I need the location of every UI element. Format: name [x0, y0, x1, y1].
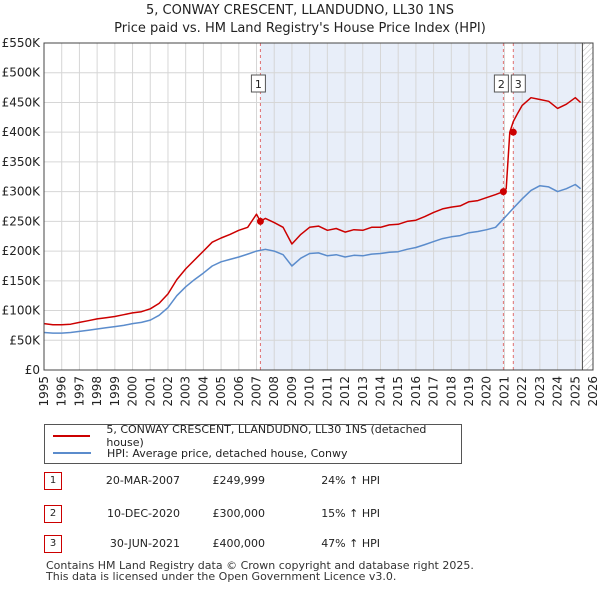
legend-item-hpi: HPI: Average price, detached house, Conw…: [53, 445, 348, 461]
x-tick-label: 1999: [108, 376, 122, 407]
x-tick-label: 2009: [285, 376, 299, 407]
title-line-2: Price paid vs. HM Land Registry's House …: [114, 21, 486, 36]
legend-label-hpi: HPI: Average price, detached house, Conw…: [107, 446, 348, 460]
x-tick-label: 2006: [232, 376, 246, 407]
ownership-shade: [513, 43, 581, 370]
sale-row: 1 20-MAR-2007 £249,999 24% ↑ HPI: [0, 472, 600, 494]
title-line-1: 5, CONWAY CRESCENT, LLANDUDNO, LL30 1NS: [145, 3, 455, 18]
sale-marker-box: [493, 74, 509, 93]
x-tick-label: 2002: [161, 376, 175, 407]
sale-hpi-change: 15% ↑ HPI: [321, 507, 380, 520]
sale-date: 20-MAR-2007: [105, 474, 180, 487]
x-tick-label: 2019: [462, 376, 476, 407]
y-tick-label: £50K: [9, 333, 41, 347]
sale-date: 10-DEC-2020: [106, 507, 180, 520]
sale-marker-box: [250, 74, 266, 93]
sale-hpi-change: 47% ↑ HPI: [321, 537, 380, 550]
footer-line-1: Contains HM Land Registry data © Crown c…: [46, 559, 474, 572]
x-tick-label: 2014: [373, 376, 387, 407]
y-tick-label: £400K: [2, 125, 42, 139]
x-tick-label: 2008: [267, 376, 281, 407]
x-tick-label: 2012: [338, 376, 352, 407]
x-tick-label: 2005: [214, 376, 228, 407]
x-tick-label: 2003: [179, 376, 193, 407]
legend-item-property: 5, CONWAY CRESCENT, LLANDUDNO, LL30 1NS …: [53, 423, 461, 449]
sale-marker-label: 2: [498, 78, 505, 91]
property-price-line: [43, 96, 582, 326]
x-tick-label: 1995: [37, 376, 51, 407]
sale-hpi-change: 24% ↑ HPI: [321, 474, 380, 487]
sale-point: [256, 217, 264, 225]
sale-point: [499, 188, 507, 196]
sale-date: 30-JUN-2021: [109, 537, 180, 550]
y-tick-label: £350K: [2, 155, 42, 169]
sale-number-badge: 1: [44, 472, 62, 490]
chart-title: 5, CONWAY CRESCENT, LLANDUDNO, LL30 1NS …: [0, 2, 600, 38]
x-tick-label: 2020: [480, 376, 494, 407]
x-tick-label: 2010: [303, 376, 317, 407]
y-tick-label: £550K: [2, 36, 42, 50]
plot-border: [43, 42, 594, 371]
x-tick-label: 2021: [497, 376, 511, 407]
x-tick-label: 1998: [90, 376, 104, 407]
footer-attribution: Contains HM Land Registry data © Crown c…: [46, 560, 474, 582]
x-tick-label: 2001: [143, 376, 157, 407]
y-tick-label: £500K: [2, 66, 42, 80]
sale-price: £249,999: [212, 474, 266, 487]
y-tick-label: £250K: [2, 214, 42, 228]
price-chart: £0 £50K £100K £150K £200K £250K £300K £350K £400…: [2, 36, 600, 407]
x-tick-label: 2017: [427, 376, 441, 407]
x-tick-label: 2018: [444, 376, 458, 407]
sale-price: £400,000: [212, 537, 266, 550]
x-tick-label: 2016: [409, 376, 423, 407]
hpi-line: [43, 183, 582, 334]
legend-label-property: 5, CONWAY CRESCENT, LLANDUDNO, LL30 1NS …: [106, 423, 427, 449]
x-tick-label: 2022: [515, 376, 529, 407]
y-tick-label: £450K: [2, 95, 42, 109]
y-tick-label: £300K: [2, 185, 42, 199]
x-tick-label: 2004: [196, 376, 210, 407]
y-tick-label: £200K: [2, 244, 42, 258]
sale-marker-label: 3: [515, 78, 522, 91]
legend-swatch-hpi: [53, 452, 91, 454]
sale-row: 3 30-JUN-2021 £400,000 47% ↑ HPI: [0, 535, 600, 557]
sale-row: 2 10-DEC-2020 £300,000 15% ↑ HPI: [0, 505, 600, 527]
sale-price: £300,000: [212, 507, 266, 520]
x-tick-label: 1996: [55, 376, 69, 407]
x-tick-label: 2007: [250, 376, 264, 407]
sale-marker-box: [510, 74, 526, 93]
future-hatch: [582, 43, 593, 370]
x-tick-label: 2024: [551, 376, 565, 407]
x-tick-label: 2023: [533, 376, 547, 407]
x-tick-label: 1997: [72, 376, 86, 407]
sale-number-badge: 2: [44, 505, 62, 523]
x-tick-label: 2015: [391, 376, 405, 407]
x-tick-label: 2026: [586, 376, 600, 407]
sale-marker-label: 1: [255, 78, 262, 91]
chart-legend: 5, CONWAY CRESCENT, LLANDUDNO, LL30 1NS …: [44, 423, 462, 464]
legend-swatch-property: [53, 435, 91, 437]
y-tick-label: £100K: [2, 304, 42, 318]
sale-point: [509, 128, 517, 136]
x-tick-label: 2011: [320, 376, 334, 407]
y-tick-label: £150K: [2, 274, 42, 288]
x-tick-label: 2000: [126, 376, 140, 407]
x-tick-label: 2013: [356, 376, 370, 407]
footer-line-2: This data is licensed under the Open Gov…: [46, 570, 397, 583]
sale-number-badge: 3: [44, 535, 62, 553]
ownership-shade: [260, 43, 504, 370]
y-tick-label: £0: [25, 363, 40, 377]
x-tick-label: 2025: [568, 376, 582, 407]
